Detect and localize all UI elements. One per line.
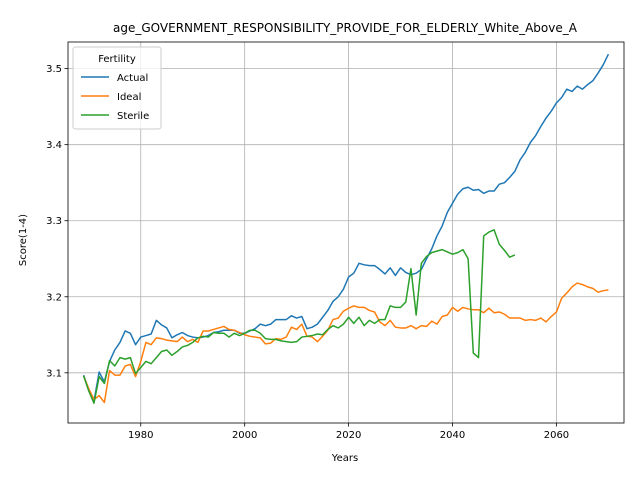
grid [68,42,624,423]
legend-box [72,46,162,130]
series-line-ideal [82,282,609,404]
legend-label-actual: Actual [117,73,148,84]
y-tick-label: 3.4 [46,140,62,151]
plot-frame [67,41,625,424]
legend-label-ideal: Ideal [117,92,141,103]
y-tick-label: 3.1 [46,368,62,379]
x-tick-label: 2000 [232,430,257,441]
x-tick-label: 2020 [336,430,361,441]
legend-title: Fertility [98,54,136,65]
x-tick-label: 2060 [544,430,569,441]
chart-title: age_GOVERNMENT_RESPONSIBILITY_PROVIDE_FO… [113,21,578,35]
y-axis-label: Score(1-4) [18,214,29,266]
series-lines [82,53,610,404]
x-tick-label: 1980 [128,430,153,441]
y-tick-label: 3.3 [46,216,62,227]
series-line-actual [82,53,610,402]
legend: Fertility Actual Ideal Sterile [72,46,162,130]
y-tick-label: 3.2 [46,292,62,303]
y-tick-label: 3.5 [46,64,62,75]
x-tick-label: 2040 [440,430,465,441]
x-axis-label: Years [331,453,358,464]
axis-ticks: 1980 2000 2020 2040 2060 3.1 3.2 3.3 3.4 3.5 [46,64,569,441]
legend-label-sterile: Sterile [117,111,149,122]
series-line-sterile [82,229,516,404]
